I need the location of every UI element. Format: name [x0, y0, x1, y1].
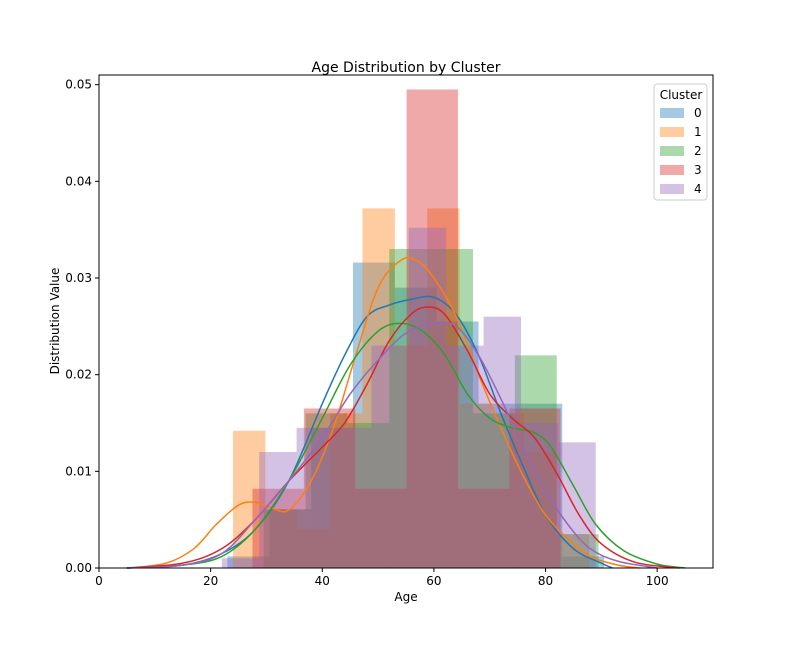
kde-line-cluster-1 — [126, 257, 641, 569]
hist-bar-cluster-2-2 — [347, 423, 390, 568]
hist-bar-cluster-1-6 — [427, 208, 460, 568]
hist-bar-cluster-1-1 — [265, 509, 298, 568]
chart-title: Age Distribution by Cluster — [312, 60, 501, 76]
hist-bar-cluster-4-8 — [520, 423, 559, 568]
legend-label-cluster-0: 0 — [694, 106, 702, 120]
hist-bar-cluster-4-5 — [408, 227, 447, 568]
hist-bar-cluster-2-5 — [472, 413, 515, 568]
y-tick-label: 0.01 — [65, 464, 92, 478]
y-tick-label: 0.00 — [65, 561, 92, 575]
hist-bar-cluster-2-0 — [263, 510, 306, 568]
x-axis-label: Age — [394, 590, 417, 604]
hist-bar-cluster-4-6 — [446, 345, 484, 568]
hist-bar-cluster-2-4 — [431, 249, 473, 568]
legend-label-cluster-4: 4 — [694, 182, 702, 196]
y-tick-label: 0.05 — [65, 78, 92, 92]
kde-curves — [126, 257, 686, 569]
hist-bar-cluster-1-3 — [330, 413, 363, 568]
histogram-bars — [221, 89, 605, 568]
hist-bar-cluster-4-3 — [333, 427, 372, 568]
legend: Cluster 0 1 2 3 4 — [653, 83, 708, 201]
hist-bar-cluster-4-2 — [296, 427, 334, 568]
kde-line-cluster-4 — [126, 321, 658, 569]
hist-bar-cluster-1-10 — [556, 534, 590, 568]
hist-bar-cluster-0-8 — [562, 556, 605, 568]
legend-box — [653, 83, 708, 201]
hist-bar-cluster-1-4 — [362, 208, 395, 568]
hist-bar-cluster-3-2 — [355, 488, 407, 568]
legend-title: Cluster — [660, 88, 703, 102]
hist-bar-cluster-0-4 — [394, 287, 437, 568]
hist-bar-cluster-3-0 — [252, 488, 304, 568]
x-tick-label: 100 — [646, 574, 669, 588]
hist-bar-cluster-1-9 — [524, 452, 557, 568]
hist-bar-cluster-4-0 — [221, 558, 260, 568]
hist-bar-cluster-2-1 — [305, 413, 348, 568]
legend-swatch-cluster-0 — [660, 108, 684, 118]
hist-bar-cluster-1-7 — [459, 403, 492, 568]
kde-line-cluster-2 — [126, 322, 686, 569]
x-axis-ticks: 0 20 40 60 80 100 — [95, 568, 669, 588]
legend-label-cluster-1: 1 — [694, 125, 702, 139]
hist-bar-cluster-3-4 — [457, 488, 510, 568]
y-axis-ticks: 0.00 0.01 0.02 0.03 0.04 0.05 — [65, 78, 99, 575]
x-tick-label: 60 — [426, 574, 441, 588]
legend-label-cluster-3: 3 — [694, 163, 702, 177]
hist-bar-cluster-0-6 — [478, 403, 521, 568]
y-tick-label: 0.04 — [65, 174, 92, 188]
hist-bar-cluster-3-1 — [303, 408, 356, 568]
legend-swatch-cluster-2 — [660, 146, 684, 156]
hist-bar-cluster-1-2 — [297, 529, 331, 568]
hist-bar-cluster-0-0 — [227, 556, 270, 568]
x-tick-label: 80 — [538, 574, 553, 588]
hist-bar-cluster-0-3 — [352, 262, 395, 568]
hist-bar-cluster-1-5 — [394, 345, 428, 568]
x-tick-label: 40 — [315, 574, 330, 588]
legend-swatch-cluster-4 — [660, 184, 684, 194]
hist-bar-cluster-0-1 — [269, 509, 312, 568]
x-tick-label: 20 — [203, 574, 218, 588]
y-axis-label: Distribution Value — [48, 268, 62, 375]
x-tick-label: 0 — [95, 574, 103, 588]
y-tick-label: 0.02 — [65, 368, 92, 382]
hist-bar-cluster-4-7 — [483, 316, 521, 568]
legend-label-cluster-2: 2 — [694, 144, 702, 158]
y-tick-label: 0.03 — [65, 271, 92, 285]
hist-bar-cluster-4-4 — [371, 345, 409, 568]
hist-bar-cluster-0-5 — [436, 321, 479, 568]
legend-swatch-cluster-1 — [660, 127, 684, 137]
legend-swatch-cluster-3 — [660, 165, 684, 175]
plot-frame — [98, 74, 714, 569]
